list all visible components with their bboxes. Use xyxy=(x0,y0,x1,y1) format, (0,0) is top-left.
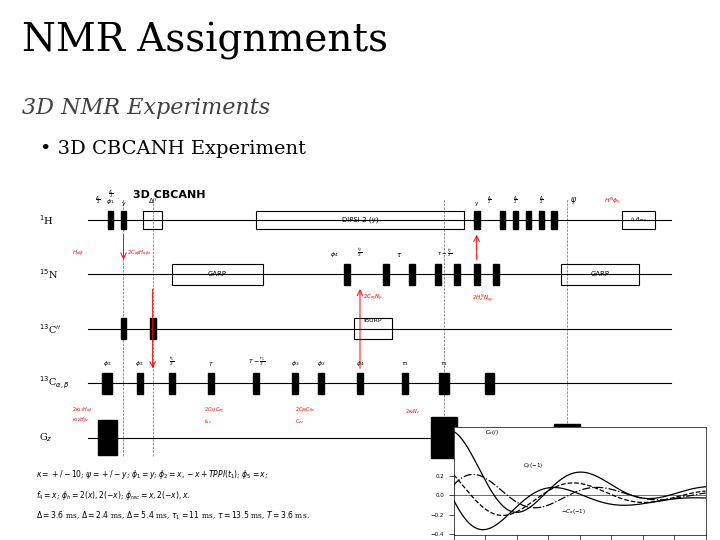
Text: $\kappa G_2$: $\kappa G_2$ xyxy=(438,447,451,456)
Bar xyxy=(107,211,114,229)
Text: $H^N\phi_5$: $H^N\phi_5$ xyxy=(604,196,621,206)
Text: $\kappa_{12}H_{\beta z}$: $\kappa_{12}H_{\beta z}$ xyxy=(72,415,89,426)
Bar xyxy=(539,211,544,229)
Text: $\tau$: $\tau$ xyxy=(396,251,402,259)
Text: $\frac{t_1}{2}$: $\frac{t_1}{2}$ xyxy=(169,356,175,368)
Bar xyxy=(150,318,156,339)
Text: $l_3\ \theta_{rec}$: $l_3\ \theta_{rec}$ xyxy=(630,215,647,224)
Text: $G_2$: $G_2$ xyxy=(562,447,572,457)
Bar xyxy=(256,211,464,229)
Text: $f_4 = x$; $\phi_h = 2(x), 2(-x)$; $\phi_{rec} = x, 2(-x), x$.: $f_4 = x$; $\phi_h = 2(x), 2(-x)$; $\phi… xyxy=(36,489,190,502)
Bar xyxy=(439,373,449,394)
Text: $\phi_4$: $\phi_4$ xyxy=(330,250,338,259)
Text: $\phi_3$: $\phi_3$ xyxy=(291,359,300,368)
Text: $\phi_2$: $\phi_2$ xyxy=(103,359,112,368)
Bar xyxy=(137,373,143,394)
Text: $-C_\alpha(-1)$: $-C_\alpha(-1)$ xyxy=(561,507,586,516)
Text: $^1$H: $^1$H xyxy=(40,213,54,227)
Text: G$_z$: G$_z$ xyxy=(40,431,53,444)
Bar xyxy=(169,373,175,394)
Text: 3D CBCANH: 3D CBCANH xyxy=(133,190,206,200)
Text: $\tau_1$: $\tau_1$ xyxy=(440,360,449,368)
Bar xyxy=(485,373,495,394)
Text: $\Delta''$: $\Delta''$ xyxy=(148,196,158,206)
Text: GARP: GARP xyxy=(208,271,227,278)
Text: $\frac{\Delta}{2}$: $\frac{\Delta}{2}$ xyxy=(487,194,492,206)
Text: $C_\beta(-1)$: $C_\beta(-1)$ xyxy=(523,461,544,471)
Text: $2C_{\alpha\beta}H_{\alpha\beta x}$: $2C_{\alpha\beta}H_{\alpha\beta x}$ xyxy=(127,249,152,259)
Text: $2H^N_zN_{xy}$: $2H^N_zN_{xy}$ xyxy=(472,293,494,304)
Text: $T-\frac{t_1}{2}$: $T-\frac{t_1}{2}$ xyxy=(248,356,265,368)
Bar xyxy=(623,211,655,229)
Text: y: y xyxy=(475,201,478,206)
Text: $C_\alpha(i)$: $C_\alpha(i)$ xyxy=(485,428,499,437)
Text: $\frac{\Delta}{2}$: $\frac{\Delta}{2}$ xyxy=(539,194,544,206)
Bar xyxy=(552,211,557,229)
Bar xyxy=(383,264,389,285)
Bar xyxy=(474,264,480,285)
Bar xyxy=(500,211,505,229)
Bar xyxy=(253,373,259,394)
Text: $\phi_2$: $\phi_2$ xyxy=(135,359,144,368)
Text: $\frac{\Delta}{2}$: $\frac{\Delta}{2}$ xyxy=(513,194,518,206)
Bar xyxy=(120,211,127,229)
Text: $C_\beta(i)$: $C_\beta(i)$ xyxy=(0,539,1,540)
Bar xyxy=(357,373,363,394)
Text: $\phi_4$: $\phi_4$ xyxy=(356,359,364,368)
Bar xyxy=(526,211,531,229)
Bar xyxy=(454,264,460,285)
Text: $^{15}$N: $^{15}$N xyxy=(40,267,58,281)
Text: $C_{zz}$: $C_{zz}$ xyxy=(295,417,305,426)
Text: DIPSI-2 (y): DIPSI-2 (y) xyxy=(342,217,378,223)
Text: $\tau - \frac{t_2}{2}$: $\tau - \frac{t_2}{2}$ xyxy=(436,247,452,259)
Bar xyxy=(474,211,480,229)
Bar xyxy=(431,417,457,458)
Text: $2\kappa_zN_z$: $2\kappa_zN_z$ xyxy=(405,408,420,416)
Text: $2\kappa_{13}H_{\alpha\beta}$: $2\kappa_{13}H_{\alpha\beta}$ xyxy=(72,406,92,416)
Bar xyxy=(402,373,408,394)
Bar xyxy=(354,318,392,339)
Text: $2C_{\beta\delta}C_{\delta x}$: $2C_{\beta\delta}C_{\delta x}$ xyxy=(295,406,315,416)
Bar xyxy=(98,420,117,455)
Text: y: y xyxy=(122,201,125,206)
Text: $\frac{\Delta'}{2}$: $\frac{\Delta'}{2}$ xyxy=(108,188,113,200)
Bar xyxy=(409,264,415,285)
Bar xyxy=(561,264,639,285)
Text: $\psi$: $\psi$ xyxy=(570,195,577,206)
Text: $^{13}$C$_{\alpha,\beta}$: $^{13}$C$_{\alpha,\beta}$ xyxy=(40,375,70,391)
Text: GARP: GARP xyxy=(590,271,609,278)
Text: $\frac{t_2}{2}$: $\frac{t_2}{2}$ xyxy=(357,247,363,259)
Text: $T$: $T$ xyxy=(208,360,214,368)
Bar xyxy=(102,373,112,394)
Text: $\phi_2$: $\phi_2$ xyxy=(317,359,325,368)
Bar xyxy=(292,373,298,394)
Bar xyxy=(554,424,580,451)
Text: $2C_{3\beta}C_{\alpha\gamma}$: $2C_{3\beta}C_{\alpha\gamma}$ xyxy=(204,406,225,416)
Bar xyxy=(344,264,350,285)
Text: 3D NMR Experiments: 3D NMR Experiments xyxy=(22,97,270,119)
Text: $\tau_1$: $\tau_1$ xyxy=(401,360,410,368)
Bar xyxy=(318,373,324,394)
Text: $2C_{\alpha_0}N_y$: $2C_{\alpha_0}N_y$ xyxy=(363,293,383,302)
Bar xyxy=(120,318,127,339)
Text: $\frac{\Delta'}{2}$: $\frac{\Delta'}{2}$ xyxy=(95,195,100,206)
Bar xyxy=(143,211,163,229)
Text: $t_{\alpha x}$: $t_{\alpha x}$ xyxy=(204,417,212,426)
Bar xyxy=(435,264,441,285)
Text: $\kappa = +/-10$; $\psi = +/-y$; $\phi_1 = y$; $\phi_2 = x, -x + TPPI(t_1)$; $\p: $\kappa = +/-10$; $\psi = +/-y$; $\phi_1… xyxy=(36,468,269,481)
Text: $H_{\alpha/\beta}$: $H_{\alpha/\beta}$ xyxy=(72,249,84,259)
Bar xyxy=(493,264,499,285)
Bar xyxy=(172,264,263,285)
Bar xyxy=(513,211,518,229)
Text: • 3D CBCANH Experiment: • 3D CBCANH Experiment xyxy=(40,140,305,158)
Text: $\Delta = 3.6$ ms, $\Delta = 2.4$ ms, $\Delta = 5.4$ ms, $\tau_1 = 11$ ms, $\tau: $\Delta = 3.6$ ms, $\Delta = 2.4$ ms, $\… xyxy=(36,510,310,522)
Text: $^{13}$C$^{\prime\prime}$: $^{13}$C$^{\prime\prime}$ xyxy=(40,322,61,336)
Text: IBURP: IBURP xyxy=(364,318,382,323)
Bar xyxy=(208,373,214,394)
Text: NMR Assignments: NMR Assignments xyxy=(22,22,387,59)
Text: $\phi_1$: $\phi_1$ xyxy=(107,197,114,206)
